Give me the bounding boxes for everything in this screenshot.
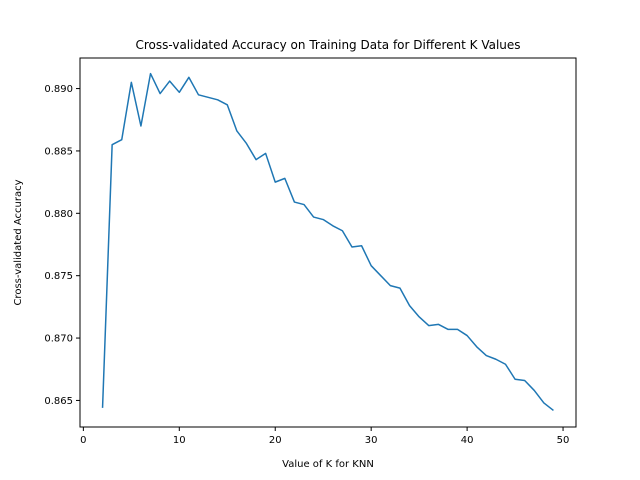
x-tick-label: 20: [269, 435, 282, 446]
y-tick-label: 0.890: [44, 84, 73, 95]
y-tick-label: 0.875: [44, 271, 73, 282]
y-tick-label: 0.885: [44, 146, 73, 157]
y-tick-label: 0.880: [44, 209, 73, 220]
plot-area: [101, 72, 554, 412]
y-axis-ticks: 0.865 0.870 0.875 0.880 0.885 0.890: [44, 84, 80, 407]
x-tick-label: 0: [80, 435, 86, 446]
x-tick-label: 40: [461, 435, 474, 446]
y-axis-label: Cross-validated Accuracy: [13, 179, 24, 305]
x-axis-label: Value of K for KNN: [282, 459, 374, 470]
chart-title: Cross-validated Accuracy on Training Dat…: [135, 38, 520, 52]
y-tick-label: 0.870: [44, 334, 73, 345]
x-tick-label: 10: [173, 435, 186, 446]
x-axis-ticks: 0 10 20 30 40 50: [80, 427, 569, 446]
x-tick-label: 30: [365, 435, 378, 446]
y-tick-label: 0.865: [44, 396, 73, 407]
x-tick-label: 50: [557, 435, 570, 446]
axes-frame: [79, 57, 577, 428]
accuracy-line: [101, 72, 554, 412]
